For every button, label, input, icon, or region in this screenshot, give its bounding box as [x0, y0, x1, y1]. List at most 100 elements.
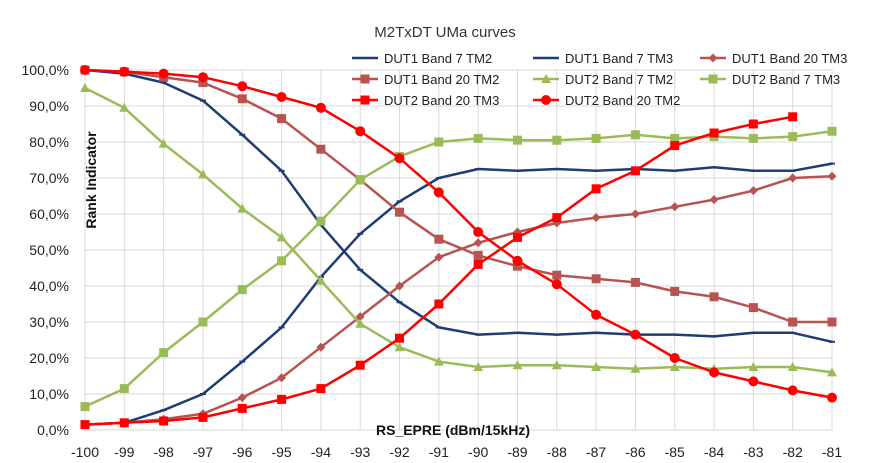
- x-tick-label: -96: [232, 444, 252, 460]
- data-point: [198, 412, 208, 422]
- data-point: [670, 141, 680, 151]
- series-line: [80, 65, 837, 327]
- x-tick-label: -81: [822, 444, 842, 460]
- legend-label: DUT1 Band 7 TM2: [384, 51, 492, 66]
- x-tick-label: -99: [114, 444, 134, 460]
- data-point: [473, 238, 483, 248]
- data-point: [277, 256, 287, 266]
- plot-series: [80, 65, 837, 430]
- legend-item: DUT2 Band 20 TM3: [352, 93, 499, 108]
- data-point: [630, 166, 640, 176]
- y-tick-label: 50,0%: [29, 242, 69, 258]
- data-point: [473, 250, 483, 260]
- data-point: [473, 227, 484, 237]
- legend-label: DUT2 Band 7 TM3: [732, 72, 840, 87]
- data-point: [552, 270, 562, 280]
- data-point: [709, 292, 719, 302]
- chart-legend: DUT1 Band 7 TM2 DUT1 Band 7 TM3 DUT1 Band …: [352, 51, 847, 108]
- x-tick-label: -93: [350, 444, 370, 460]
- x-tick-label: -100: [71, 444, 99, 460]
- data-point: [394, 153, 405, 164]
- series-path: [84, 162, 833, 426]
- y-tick-label: 30,0%: [29, 314, 69, 330]
- x-tick-label: -83: [743, 444, 763, 460]
- y-tick-label: 40,0%: [29, 278, 69, 294]
- data-point: [708, 74, 718, 84]
- data-point: [237, 81, 248, 92]
- data-point: [551, 279, 562, 290]
- data-point: [591, 309, 602, 320]
- data-point: [541, 74, 551, 83]
- data-point: [237, 393, 247, 403]
- data-point: [277, 373, 287, 383]
- data-point: [591, 274, 601, 284]
- data-point: [669, 362, 680, 371]
- data-point: [748, 303, 758, 313]
- chart-title: M2TxDT UMa curves: [374, 24, 515, 41]
- data-point: [158, 68, 169, 79]
- data-point: [355, 126, 366, 137]
- data-point: [159, 416, 169, 426]
- data-point: [748, 133, 758, 143]
- data-point: [316, 384, 326, 394]
- data-point: [748, 376, 759, 387]
- x-tick-label: -97: [193, 444, 213, 460]
- data-point: [827, 171, 837, 181]
- y-tick-label: 80,0%: [29, 134, 69, 150]
- data-point: [119, 66, 130, 77]
- data-point: [669, 353, 680, 363]
- data-point: [630, 277, 640, 287]
- data-point: [512, 261, 522, 271]
- y-axis-ticks: 0,0% 10,0% 20,0% 30,0% 40,0% 50,0% 60,0% 70,0% 8…: [22, 62, 69, 438]
- data-point: [197, 72, 208, 83]
- data-point: [237, 403, 247, 413]
- series-line: [82, 68, 835, 344]
- legend-label: DUT1 Band 20 TM2: [384, 72, 499, 87]
- data-point: [433, 187, 444, 198]
- data-point: [159, 348, 169, 358]
- x-tick-label: -98: [154, 444, 174, 460]
- legend-item: DUT2 Band 20 TM2: [533, 93, 680, 108]
- series-path: [84, 68, 833, 399]
- data-point: [316, 144, 326, 154]
- data-point: [355, 318, 366, 328]
- data-point: [512, 255, 523, 266]
- data-point: [827, 392, 837, 403]
- series-line: [82, 162, 835, 426]
- data-point: [552, 213, 562, 223]
- data-point: [360, 95, 370, 105]
- data-point: [552, 135, 562, 145]
- y-tick-label: 70,0%: [29, 170, 69, 186]
- series-line: [80, 112, 798, 430]
- series-line: [80, 65, 837, 403]
- data-point: [748, 186, 758, 196]
- x-tick-label: -82: [783, 444, 803, 460]
- x-tick-label: -91: [429, 444, 449, 460]
- data-point: [277, 114, 287, 124]
- data-point: [433, 356, 444, 366]
- data-point: [80, 65, 90, 75]
- data-point: [434, 252, 444, 262]
- data-point: [276, 232, 287, 242]
- data-point: [395, 207, 405, 217]
- legend-label: DUT2 Band 20 TM2: [565, 93, 680, 108]
- data-point: [473, 133, 483, 143]
- data-point: [80, 83, 90, 92]
- data-point: [827, 126, 837, 136]
- data-point: [119, 384, 129, 394]
- x-tick-label: -89: [507, 444, 527, 460]
- data-point: [788, 173, 798, 183]
- legend-item: DUT1 Band 7 TM2: [352, 51, 492, 66]
- data-point: [355, 360, 365, 370]
- legend-label: DUT2 Band 7 TM2: [565, 72, 673, 87]
- data-point: [541, 95, 551, 105]
- data-point: [360, 74, 370, 84]
- x-tick-label: -85: [665, 444, 685, 460]
- plot-gridlines: [84, 69, 833, 431]
- legend-label: DUT1 Band 7 TM3: [565, 51, 673, 66]
- data-point: [787, 362, 798, 371]
- data-point: [709, 367, 720, 378]
- data-point: [788, 112, 798, 122]
- data-point: [787, 385, 798, 396]
